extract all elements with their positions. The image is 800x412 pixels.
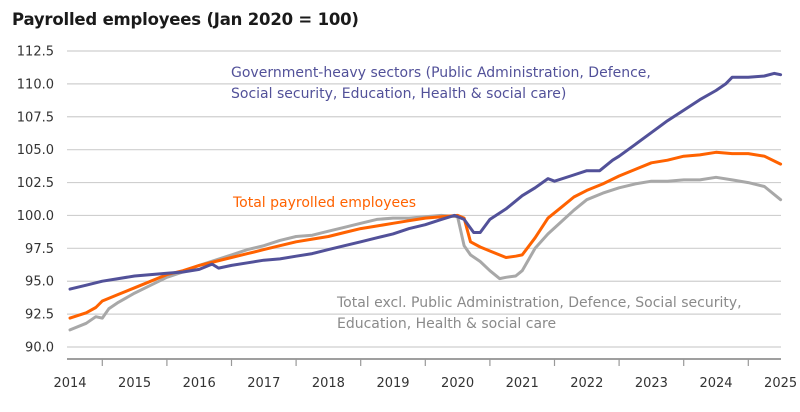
y-tick-label: 92.5: [25, 308, 54, 323]
y-tick-label: 112.5: [17, 45, 54, 60]
x-tick-label: 2024: [699, 376, 732, 391]
y-tick-label: 107.5: [17, 110, 54, 125]
y-tick-label: 105.0: [17, 143, 54, 158]
y-tick-label: 95.0: [25, 275, 54, 290]
x-tick-label: 2023: [635, 376, 668, 391]
x-tick-label: 2014: [53, 376, 86, 391]
x-tick-label: 2015: [118, 376, 151, 391]
x-tick-label: 2020: [441, 376, 474, 391]
x-tick-label: 2017: [247, 376, 280, 391]
series-lines: [68, 71, 783, 332]
y-tick-label: 97.5: [25, 242, 54, 257]
x-tick-label: 2021: [506, 376, 539, 391]
x-tick-label: 2016: [183, 376, 216, 391]
x-tick-label: 2025: [764, 376, 797, 391]
y-axis-ticks: 90.0 92.5 95.0 97.5 100.0 102.5 105.0 107.5 110.…: [17, 45, 54, 356]
x-tick-label: 2018: [312, 376, 345, 391]
chart-title: Payrolled employees (Jan 2020 = 100): [12, 10, 359, 29]
annotation-series-1: Total payrolled employees: [232, 195, 416, 211]
series-line-0: [68, 71, 783, 291]
x-tick-label: 2022: [570, 376, 603, 391]
annotation-series-0: Social security, Education, Health & soc…: [231, 86, 566, 102]
x-axis: 2014 2015 2016 2017 2018 2019 2020 2021 2022 2023…: [53, 358, 797, 391]
annotation-series-2: Education, Health & social care: [337, 316, 556, 332]
y-tick-label: 102.5: [17, 176, 54, 191]
y-tick-label: 90.0: [25, 341, 54, 356]
y-tick-label: 100.0: [17, 209, 54, 224]
y-tick-label: 110.0: [17, 77, 54, 92]
annotation-series-2: Total excl. Public Administration, Defen…: [336, 295, 742, 311]
x-tick-label: 2019: [376, 376, 409, 391]
series-annotations: Government-heavy sectors (Public Adminis…: [231, 65, 742, 332]
annotation-series-0: Government-heavy sectors (Public Adminis…: [231, 65, 651, 81]
series-line-1: [68, 150, 783, 320]
